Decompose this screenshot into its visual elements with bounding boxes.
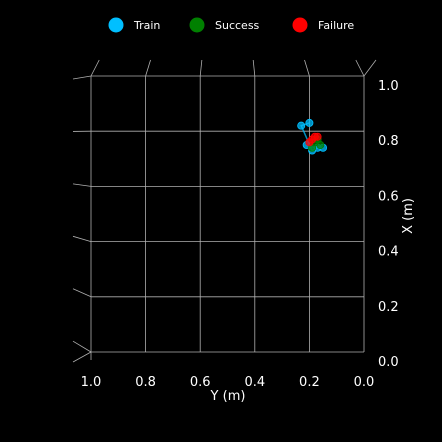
y-tick-label: 0.0 (378, 355, 399, 370)
x-axis-ticks: 1.0 0.8 0.6 0.4 0.2 0.0 (81, 375, 375, 390)
grid-edge-stub (355, 59, 365, 77)
grid-edge-stub (304, 59, 310, 77)
x-tick-label: 0.6 (190, 375, 211, 390)
grid-edge-stub (145, 59, 151, 77)
grid-edge-stub (72, 235, 92, 242)
y-tick-label: 0.2 (378, 300, 399, 315)
legend-marker (108, 17, 124, 33)
y-tick-label: 0.6 (378, 189, 399, 204)
grid-edge-stub (252, 59, 256, 77)
y-tick-label: 0.8 (378, 134, 399, 149)
y-tick-label: 0.4 (378, 245, 399, 260)
data-point-train (297, 121, 306, 130)
x-axis-title: Y (m) (210, 389, 246, 404)
grid-edge-stub (72, 183, 92, 187)
y-axis-ticks: 1.0 0.8 0.6 0.4 0.2 0.0 (378, 79, 399, 370)
y-axis-title: X (m) (401, 198, 416, 234)
x-tick-label: 0.2 (299, 375, 320, 390)
data-points (297, 118, 328, 155)
legend-entry-train: Train (108, 17, 160, 33)
x-tick-label: 1.0 (81, 375, 102, 390)
legend-label: Failure (318, 19, 354, 32)
data-point-train (305, 118, 314, 127)
legend-marker (292, 17, 308, 33)
data-point-failure (308, 135, 317, 144)
x-tick-label: 0.4 (244, 375, 265, 390)
grid-edge-stub (199, 59, 203, 77)
legend: Train Success Failure (108, 17, 354, 33)
grid-edge-stub (363, 59, 377, 77)
grid-edge-stub (72, 288, 92, 298)
grid-edge-stub (72, 75, 92, 80)
legend-label: Success (215, 19, 260, 32)
legend-entry-failure: Failure (292, 17, 354, 33)
grid-edge-stub (72, 351, 92, 363)
grid (72, 59, 377, 363)
legend-entry-success: Success (189, 17, 260, 33)
y-tick-label: 1.0 (378, 79, 399, 94)
grid-edge-stub (90, 59, 100, 77)
series-failure (305, 132, 322, 147)
grid-edge-stub (72, 340, 92, 353)
legend-marker (189, 17, 205, 33)
legend-label: Train (133, 19, 160, 32)
x-tick-label: 0.8 (135, 375, 156, 390)
x-tick-label: 0.0 (354, 375, 375, 390)
